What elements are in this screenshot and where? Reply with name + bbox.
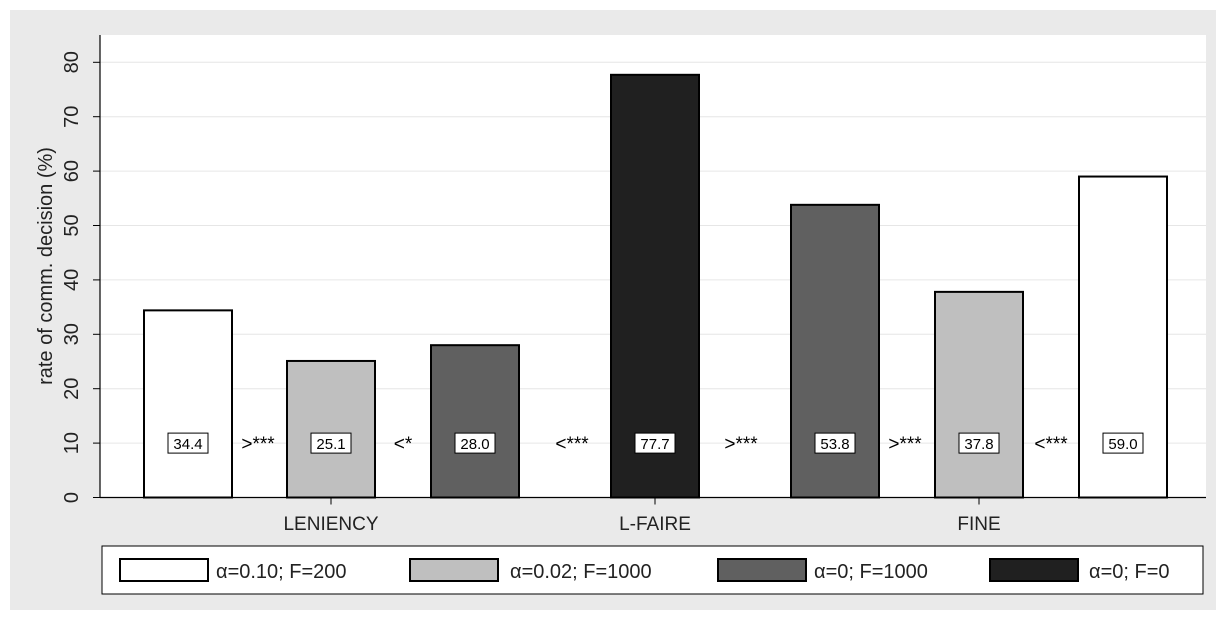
comparison-markers: >*** <* <*** >*** >*** <***: [241, 434, 1068, 455]
legend-swatch: [119, 558, 209, 582]
comparison-marker: <***: [1034, 434, 1068, 455]
data-label-box: [958, 432, 1000, 454]
y-tick-label: 20: [61, 378, 83, 400]
data-label: 59.0: [1108, 436, 1137, 453]
legend: α=0.10; F=200 α=0.02; F=1000 α=0; F=1000 α=…: [101, 545, 1204, 595]
legend-swatch: [409, 558, 499, 582]
data-label: 37.8: [964, 436, 993, 453]
x-tick-label: FINE: [957, 514, 1000, 535]
data-label: 34.4: [173, 436, 202, 453]
data-label: 53.8: [820, 436, 849, 453]
comparison-marker: >***: [888, 434, 922, 455]
y-axis-title: rate of comm. decision (%): [35, 147, 57, 385]
legend-swatch: [989, 558, 1079, 582]
data-label-box: [167, 432, 209, 454]
y-axis: 0 10 20 30 40 50 60 70 80: [61, 35, 101, 503]
legend-label: α=0.10; F=200: [216, 561, 347, 583]
bar: [286, 359, 376, 499]
data-label: 25.1: [316, 436, 345, 453]
y-tick-label: 60: [61, 160, 83, 182]
legend-label: α=0.02; F=1000: [510, 561, 652, 583]
data-label: 28.0: [460, 436, 489, 453]
comparison-marker: <***: [555, 434, 589, 455]
data-label-box: [310, 432, 352, 454]
x-tick-label: L-FAIRE: [619, 514, 691, 535]
bar: [430, 344, 520, 499]
x-axis: LENIENCY L-FAIRE FINE: [100, 496, 1206, 535]
comparison-marker: >***: [724, 434, 758, 455]
y-tick-label: 40: [61, 269, 83, 291]
data-label-box: [1102, 432, 1144, 454]
y-tick-label: 10: [61, 432, 83, 454]
y-tick-label: 70: [61, 106, 83, 128]
y-tick-label: 80: [61, 51, 83, 73]
bar: [610, 73, 700, 499]
legend-swatch: [717, 558, 807, 582]
data-label-box: [634, 432, 676, 454]
x-tick-label: LENIENCY: [283, 514, 378, 535]
comparison-marker: >***: [241, 434, 275, 455]
data-labels: 34.4 25.1 28.0 77.7 53.8 37.8 59.0: [167, 432, 1144, 454]
comparison-marker: <*: [394, 434, 413, 455]
y-tick-label: 50: [61, 214, 83, 236]
legend-label: α=0; F=1000: [814, 561, 928, 583]
y-tick-label: 0: [61, 492, 83, 503]
data-label-box: [814, 432, 856, 454]
y-tick-label: 30: [61, 323, 83, 345]
data-label-box: [454, 432, 496, 454]
data-label: 77.7: [640, 436, 669, 453]
legend-label: α=0; F=0: [1089, 561, 1170, 583]
bar: [143, 309, 233, 499]
bar: [934, 290, 1024, 499]
